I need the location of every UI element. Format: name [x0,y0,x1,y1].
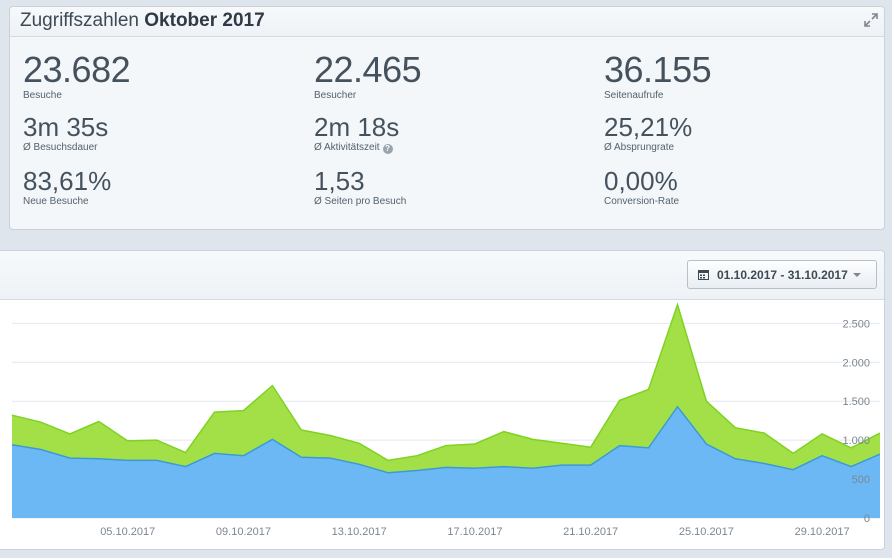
stat-value: 23.682 [23,49,131,90]
panel-header: Zugriffszahlen Oktober 2017 [10,7,884,37]
y-tick-label: 1.500 [842,396,870,408]
stat-conversion-rate: 0,00% Conversion-Rate [604,167,679,207]
x-tick-label: 17.10.2017 [447,526,502,538]
stat-value: 0,00% [604,166,678,196]
chart-area: 0 500 1.000 1.500 2.000 2.500 05.10.2017 09.10.… [0,300,884,549]
expand-icon[interactable] [864,13,878,27]
stat-label: Ø Aktivitätszeit? [314,142,399,154]
stat-value: 83,61% [23,166,112,196]
stat-bounce-rate: 25,21% Ø Absprungrate [604,113,692,153]
stat-visitors: 22.465 Besucher [314,49,422,102]
calendar-icon [698,270,709,280]
stat-label: Ø Seiten pro Besuch [314,196,407,207]
statistics-panel: Zugriffszahlen Oktober 2017 23.682 Besuc… [9,6,885,230]
stat-label: Besuche [23,90,62,101]
stat-label: Ø Absprungrate [604,142,675,153]
stat-label: Seitenaufrufe [604,90,664,101]
stat-avg-active-time: 2m 18s Ø Aktivitätszeit? [314,113,399,154]
stat-label-text: Ø Aktivitätszeit [314,142,380,153]
stat-value: 22.465 [314,49,422,90]
visits-area-chart: 0 500 1.000 1.500 2.000 2.500 05.10.2017 09.10.… [11,302,881,538]
x-tick-label: 09.10.2017 [216,526,271,538]
y-tick-label: 2.500 [842,318,870,330]
date-range-picker[interactable]: 01.10.2017 - 31.10.2017 [687,260,877,289]
chart-header: 01.10.2017 - 31.10.2017 [0,251,884,300]
stat-pageviews: 36.155 Seitenaufrufe [604,49,712,102]
x-tick-label: 13.10.2017 [332,526,387,538]
stat-value: 2m 18s [314,112,400,142]
y-tick-label: 0 [864,513,870,525]
stat-value: 3m 35s [23,112,109,142]
stat-pages-per-visit: 1,53 Ø Seiten pro Besuch [314,167,406,207]
date-range-label: 01.10.2017 - 31.10.2017 [717,267,848,282]
stat-label: Neue Besuche [23,196,89,207]
y-tick-label: 500 [852,474,870,486]
series-line-1 [11,405,881,474]
x-tick-label: 21.10.2017 [563,526,618,538]
x-tick-label: 29.10.2017 [795,526,850,538]
title-month: Oktober 2017 [144,10,265,31]
help-icon[interactable]: ? [382,144,393,154]
stat-visits: 23.682 Besuche [23,49,131,102]
stat-avg-visit-duration: 3m 35s Ø Besuchsdauer [23,113,108,153]
stat-new-visits: 83,61% Neue Besuche [23,167,111,207]
stat-value: 25,21% [604,112,693,142]
stat-value: 1,53 [314,166,365,196]
series-area-1 [12,406,880,518]
chevron-down-icon [852,272,861,277]
stat-label: Conversion-Rate [604,196,680,207]
stats-grid: 23.682 Besuche 22.465 Besucher 36.155 Se… [10,37,884,229]
x-tick-label: 05.10.2017 [100,526,155,538]
title-prefix: Zugriffszahlen [20,10,139,31]
chart-panel: 01.10.2017 - 31.10.2017 0 500 1.000 1.500 2.… [0,250,885,550]
stat-value: 36.155 [604,49,712,90]
y-tick-label: 2.000 [842,357,870,369]
series-line-0 [11,302,881,462]
stat-label: Ø Besuchsdauer [23,142,98,153]
x-tick-label: 25.10.2017 [679,526,734,538]
y-tick-label: 1.000 [842,435,870,447]
page-title: Zugriffszahlen Oktober 2017 [20,10,265,32]
stat-label: Besucher [314,90,357,101]
